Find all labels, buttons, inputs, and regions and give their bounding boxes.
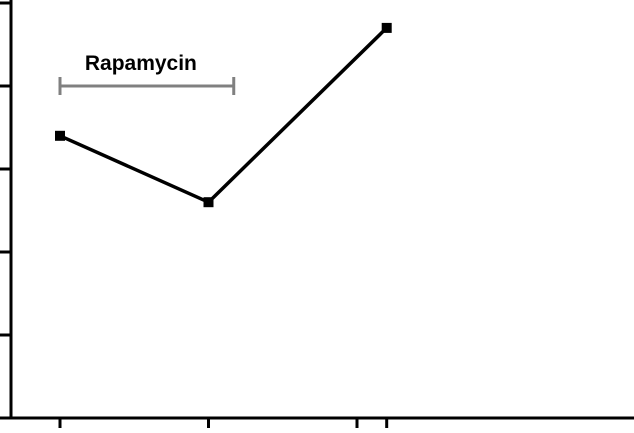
- data-point-1: [203, 197, 214, 208]
- annotation-label: Rapamycin: [85, 52, 197, 75]
- series: [55, 22, 392, 208]
- data-point-2: [381, 22, 392, 33]
- data-point-0: [55, 130, 65, 141]
- annotations: Rapamycin: [58, 52, 236, 95]
